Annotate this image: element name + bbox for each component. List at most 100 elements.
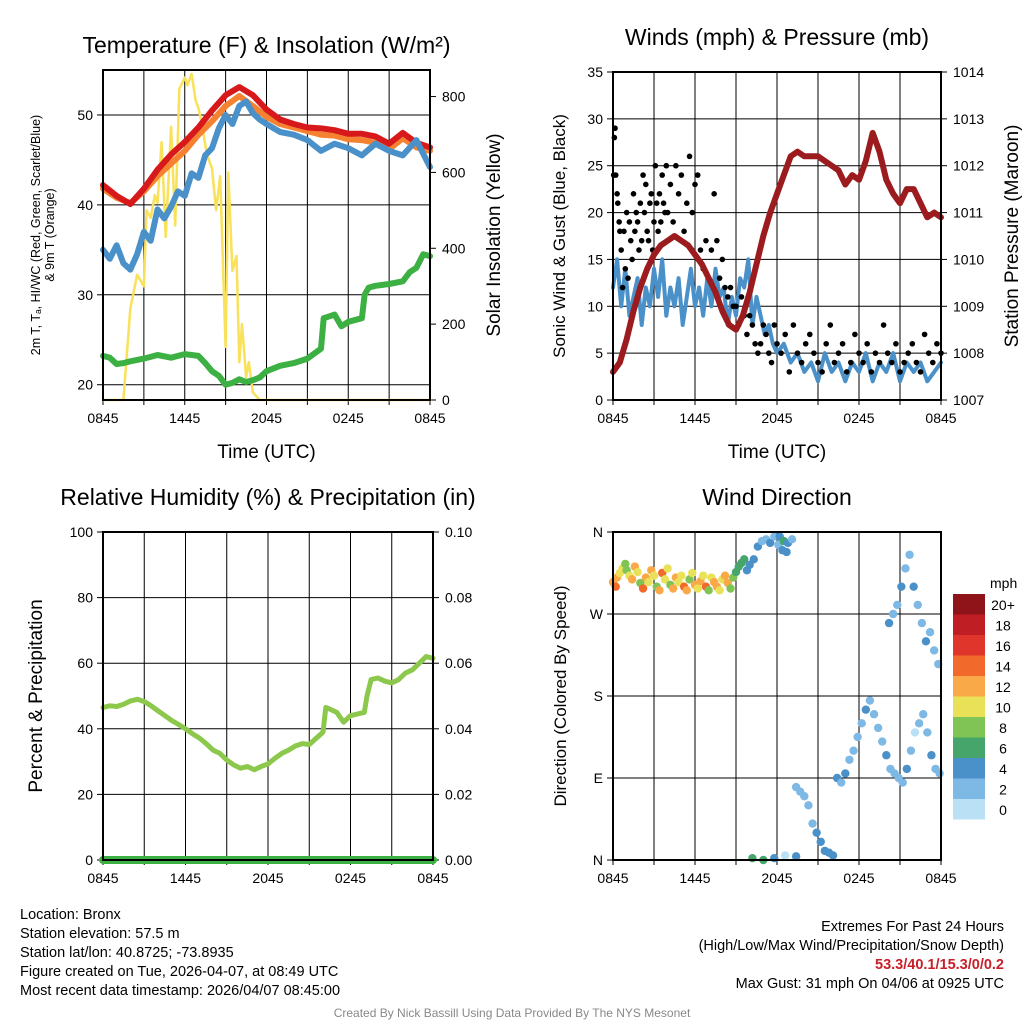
gust-point bbox=[868, 369, 875, 375]
direction-point bbox=[781, 851, 790, 860]
direction-point bbox=[621, 559, 630, 569]
gust-point bbox=[703, 237, 709, 244]
gust-point bbox=[848, 359, 854, 366]
gust-point bbox=[839, 340, 846, 347]
legend-label: 18 bbox=[995, 618, 1011, 634]
gust-point bbox=[621, 228, 627, 235]
x-tick-label: 0245 bbox=[843, 870, 874, 886]
gust-point bbox=[786, 369, 793, 375]
x-tick-label: 2045 bbox=[761, 410, 792, 426]
direction-point bbox=[910, 728, 920, 737]
gust-point bbox=[897, 369, 903, 375]
y-tick-label: 40 bbox=[77, 721, 93, 737]
direction-point bbox=[925, 628, 935, 637]
gust-point bbox=[823, 340, 829, 347]
wind-ylabel: Sonic Wind & Gust (Blue, Black) bbox=[550, 114, 569, 358]
x-tick-label: 0845 bbox=[597, 870, 628, 886]
gust-point bbox=[725, 294, 731, 300]
direction-point bbox=[638, 584, 648, 593]
direction-point bbox=[841, 769, 850, 778]
gust-point bbox=[856, 350, 862, 356]
direction-point bbox=[837, 778, 846, 787]
legend-label: 16 bbox=[995, 638, 1011, 654]
location-text: Location: Bronx bbox=[20, 907, 121, 923]
x-tick-label: 0845 bbox=[925, 870, 956, 886]
gust-point bbox=[708, 247, 715, 253]
y-tick-label: 20 bbox=[77, 377, 93, 393]
gust-point bbox=[733, 303, 739, 310]
direction-point bbox=[682, 586, 691, 595]
winddir-ylabel: Direction (Colored By Speed) bbox=[551, 585, 570, 806]
legend-swatch bbox=[953, 696, 985, 717]
gust-point bbox=[689, 209, 696, 216]
gust-point bbox=[925, 350, 932, 356]
latlon-text: Station lat/lon: 40.8725; -73.8935 bbox=[20, 945, 234, 961]
gust-point bbox=[623, 209, 630, 216]
y-right-tick-label: 600 bbox=[442, 164, 466, 180]
max-gust-text: Max Gust: 31 mph On 04/06 at 0925 UTC bbox=[735, 976, 1004, 992]
legend-label: 6 bbox=[999, 741, 1007, 757]
direction-point bbox=[905, 550, 914, 559]
direction-point bbox=[921, 637, 931, 646]
direction-point bbox=[812, 828, 821, 837]
gust-point bbox=[889, 359, 895, 366]
y-tick-label: N bbox=[593, 524, 603, 540]
gust-point bbox=[619, 284, 626, 291]
direction-point bbox=[663, 564, 672, 573]
legend-swatch bbox=[953, 717, 985, 738]
direction-point bbox=[919, 710, 928, 719]
direction-point bbox=[720, 571, 730, 580]
y-right-tick-label: 1010 bbox=[953, 251, 984, 267]
direction-point bbox=[748, 853, 757, 863]
gust-point bbox=[670, 219, 676, 225]
gust-point bbox=[860, 359, 866, 366]
winddir-panel: Wind Direction 0845 1445 2045 0245 0845 N E S W N D… bbox=[551, 484, 1017, 886]
legend-swatch bbox=[953, 758, 985, 779]
y-right-tick-label: 0.10 bbox=[445, 524, 472, 540]
direction-point bbox=[849, 746, 858, 755]
y-tick-label: 100 bbox=[70, 524, 94, 540]
sonic-wind-line bbox=[611, 257, 943, 384]
gust-point bbox=[760, 322, 767, 328]
direction-point bbox=[800, 792, 809, 801]
gust-point bbox=[864, 340, 870, 347]
direction-point bbox=[693, 584, 702, 593]
gust-point bbox=[905, 350, 911, 356]
direction-point bbox=[804, 801, 813, 810]
legend-label: 4 bbox=[999, 761, 1007, 777]
gust-point bbox=[664, 209, 671, 216]
gust-point bbox=[930, 359, 936, 366]
gust-point bbox=[686, 153, 693, 160]
gust-point bbox=[790, 322, 797, 328]
gust-point bbox=[782, 331, 788, 338]
gust-point bbox=[934, 340, 940, 347]
gust-point bbox=[632, 228, 638, 235]
gust-point bbox=[658, 219, 664, 225]
gust-point bbox=[884, 350, 891, 356]
direction-point bbox=[845, 755, 854, 764]
x-tick-label: 1445 bbox=[679, 870, 710, 886]
gust-point bbox=[798, 359, 805, 366]
legend-label: 12 bbox=[995, 679, 1011, 695]
gust-point bbox=[755, 350, 761, 356]
gust-point bbox=[909, 340, 916, 347]
rh-ylabel: Percent & Precipitation bbox=[26, 599, 47, 792]
direction-point bbox=[902, 764, 912, 774]
legend-swatch bbox=[953, 778, 985, 799]
y-right-tick-label: 1007 bbox=[953, 392, 984, 408]
gust-point bbox=[744, 331, 750, 338]
y-tick-label: 50 bbox=[77, 107, 93, 123]
direction-point bbox=[791, 852, 801, 861]
x-tick-label: 0845 bbox=[925, 410, 956, 426]
y-tick-label: 80 bbox=[77, 590, 93, 606]
wind-ylabel-right: Station Pressure (Maroon) bbox=[1002, 125, 1023, 348]
gust-point bbox=[872, 350, 879, 356]
gust-point bbox=[656, 191, 663, 197]
gust-point bbox=[618, 247, 624, 253]
y-tick-label: 0 bbox=[595, 392, 603, 408]
direction-point bbox=[882, 751, 891, 760]
x-tick-label: 0245 bbox=[333, 410, 364, 426]
wind-panel: Winds (mph) & Pressure (mb) 0845 1445 2045 0… bbox=[550, 24, 1023, 463]
gust-point bbox=[697, 247, 704, 253]
